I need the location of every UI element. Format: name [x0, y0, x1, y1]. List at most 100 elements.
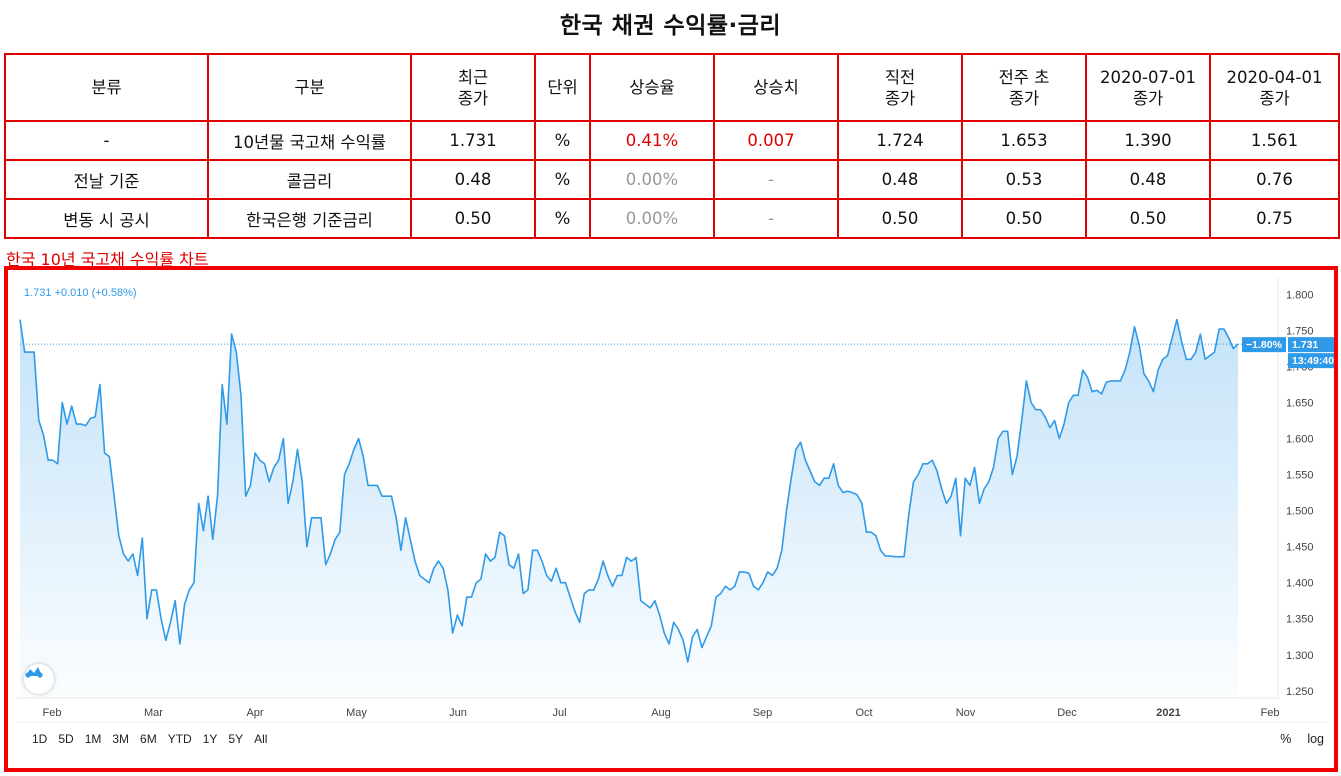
name-cell[interactable]: 콜금리	[207, 159, 412, 200]
range-button-1m[interactable]: 1M	[84, 732, 102, 746]
pct-cell: 0.00%	[589, 198, 715, 239]
apr-cell: 1.561	[1209, 120, 1340, 161]
header-cell: 단위	[534, 53, 591, 122]
x-tick-label: Feb	[43, 707, 62, 719]
log-scale-toggle[interactable]: log	[1307, 732, 1324, 746]
x-tick-label: Dec	[1057, 707, 1077, 719]
last-cell: 0.48	[410, 159, 536, 200]
header-cell: 분류	[4, 53, 209, 122]
y-tick-label: 1.400	[1286, 578, 1314, 590]
legend-text: 1.731 +0.010 (+0.58%)	[24, 287, 137, 299]
percent-scale-toggle[interactable]: %	[1280, 732, 1292, 746]
last-cell: 0.50	[410, 198, 536, 239]
header-cell: 2020-04-01 종가	[1209, 53, 1340, 122]
chart-caption: 한국 10년 국고채 수익률 차트	[6, 250, 209, 269]
header-cell: 상승치	[713, 53, 839, 122]
x-tick-label: Jul	[552, 707, 566, 719]
scale-toggles: % log	[1264, 732, 1324, 746]
prev-cell: 0.48	[837, 159, 963, 200]
header-cell: 2020-07-01 종가	[1085, 53, 1211, 122]
y-tick-label: 1.750	[1286, 325, 1314, 337]
chg-cell: 0.007	[713, 120, 839, 161]
prev-cell: 0.50	[837, 198, 963, 239]
y-tick-label: 1.500	[1286, 506, 1314, 518]
y-tick-label: 1.450	[1286, 542, 1314, 554]
pct-cell: 0.41%	[589, 120, 715, 161]
series-line	[19, 318, 1239, 663]
jul-cell: 0.50	[1085, 198, 1211, 239]
table-header-row: 분류 구분 최근 종가 단위 상승율 상승치 직전 종가 전주 초 종가 202…	[4, 53, 1340, 122]
chart-widget[interactable]: 1.8001.7501.7001.6501.6001.5501.5001.450…	[4, 266, 1338, 772]
change-badge: −1.80%	[1246, 339, 1283, 351]
x-tick-label: 2021	[1156, 707, 1180, 719]
x-tick-label: Nov	[956, 707, 976, 719]
header-cell: 직전 종가	[837, 53, 963, 122]
x-tick-label: Jun	[449, 707, 467, 719]
y-tick-label: 1.600	[1286, 434, 1314, 446]
pct-cell: 0.00%	[589, 159, 715, 200]
x-tick-label: May	[346, 707, 367, 719]
y-tick-label: 1.800	[1286, 289, 1314, 301]
change-badge-bg	[1242, 337, 1286, 353]
category-cell: 변동 시 공시	[4, 198, 209, 239]
last-price-badges: −1.80% 1.731 13:49:40	[1242, 337, 1334, 369]
range-button-5d[interactable]: 5D	[58, 732, 74, 746]
x-axis-ticks: Feb Mar Apr May Jun Jul Aug Sep Oct Nov Dec 2021 Feb	[43, 707, 1280, 719]
y-tick-label: 1.350	[1286, 614, 1314, 626]
yield-chart[interactable]: 1.8001.7501.7001.6501.6001.5501.5001.450…	[8, 270, 1334, 768]
apr-cell: 0.75	[1209, 198, 1340, 239]
last-price-badge: 1.731	[1292, 339, 1318, 351]
x-tick-label: Sep	[753, 707, 773, 719]
table-row: - 10년물 국고채 수익률 1.731 % 0.41% 0.007 1.724…	[4, 120, 1340, 161]
name-cell[interactable]: 한국은행 기준금리	[207, 198, 412, 239]
y-axis-ticks: 1.8001.7501.7001.6501.6001.5501.5001.450…	[1286, 289, 1314, 697]
range-button-3m[interactable]: 3M	[112, 732, 130, 746]
header-cell: 구분	[207, 53, 412, 122]
range-button-ytd[interactable]: YTD	[167, 732, 192, 746]
logo-button[interactable]	[24, 664, 54, 694]
category-cell: -	[4, 120, 209, 161]
header-cell: 전주 초 종가	[961, 53, 1087, 122]
table-row: 전날 기준 콜금리 0.48 % 0.00% - 0.48 0.53 0.48 …	[4, 159, 1340, 200]
unit-cell: %	[534, 198, 591, 239]
y-tick-label: 1.300	[1286, 650, 1314, 662]
x-tick-label: Feb	[1261, 707, 1280, 719]
range-button-5y[interactable]: 5Y	[228, 732, 244, 746]
unit-cell: %	[534, 159, 591, 200]
last-cell: 1.731	[410, 120, 536, 161]
cloud-chart-icon	[25, 667, 43, 678]
week-cell: 0.53	[961, 159, 1087, 200]
jul-cell: 1.390	[1085, 120, 1211, 161]
y-tick-label: 1.250	[1286, 686, 1314, 698]
chg-cell: -	[713, 159, 839, 200]
y-tick-label: 1.550	[1286, 470, 1314, 482]
y-tick-label: 1.650	[1286, 398, 1314, 410]
header-cell: 상승율	[589, 53, 715, 122]
last-price-badge-bg	[1288, 337, 1334, 353]
range-button-6m[interactable]: 6M	[140, 732, 157, 746]
apr-cell: 0.76	[1209, 159, 1340, 200]
page-title: 한국 채권 수익률·금리	[559, 13, 782, 39]
x-tick-label: Apr	[246, 707, 263, 719]
header-cell: 최근 종가	[410, 53, 536, 122]
x-tick-label: Mar	[144, 707, 163, 719]
range-button-1d[interactable]: 1D	[32, 732, 48, 746]
time-badge-bg	[1288, 353, 1334, 369]
time-badge: 13:49:40	[1292, 355, 1334, 367]
jul-cell: 0.48	[1085, 159, 1211, 200]
x-tick-label: Oct	[855, 707, 872, 719]
quote-table: 분류 구분 최근 종가 단위 상승율 상승치 직전 종가 전주 초 종가 202…	[4, 53, 1340, 239]
name-cell[interactable]: 10년물 국고채 수익률	[207, 120, 412, 161]
unit-cell: %	[534, 120, 591, 161]
category-cell: 전날 기준	[4, 159, 209, 200]
week-cell: 0.50	[961, 198, 1087, 239]
table-row: 변동 시 공시 한국은행 기준금리 0.50 % 0.00% - 0.50 0.…	[4, 198, 1340, 239]
chg-cell: -	[713, 198, 839, 239]
x-tick-label: Aug	[651, 707, 671, 719]
range-selector: 1D 5D 1M 3M 6M YTD 1Y 5Y All	[32, 732, 278, 750]
prev-cell: 1.724	[837, 120, 963, 161]
series-area	[20, 319, 1238, 698]
range-button-all[interactable]: All	[254, 732, 268, 746]
range-button-1y[interactable]: 1Y	[202, 732, 218, 746]
week-cell: 1.653	[961, 120, 1087, 161]
